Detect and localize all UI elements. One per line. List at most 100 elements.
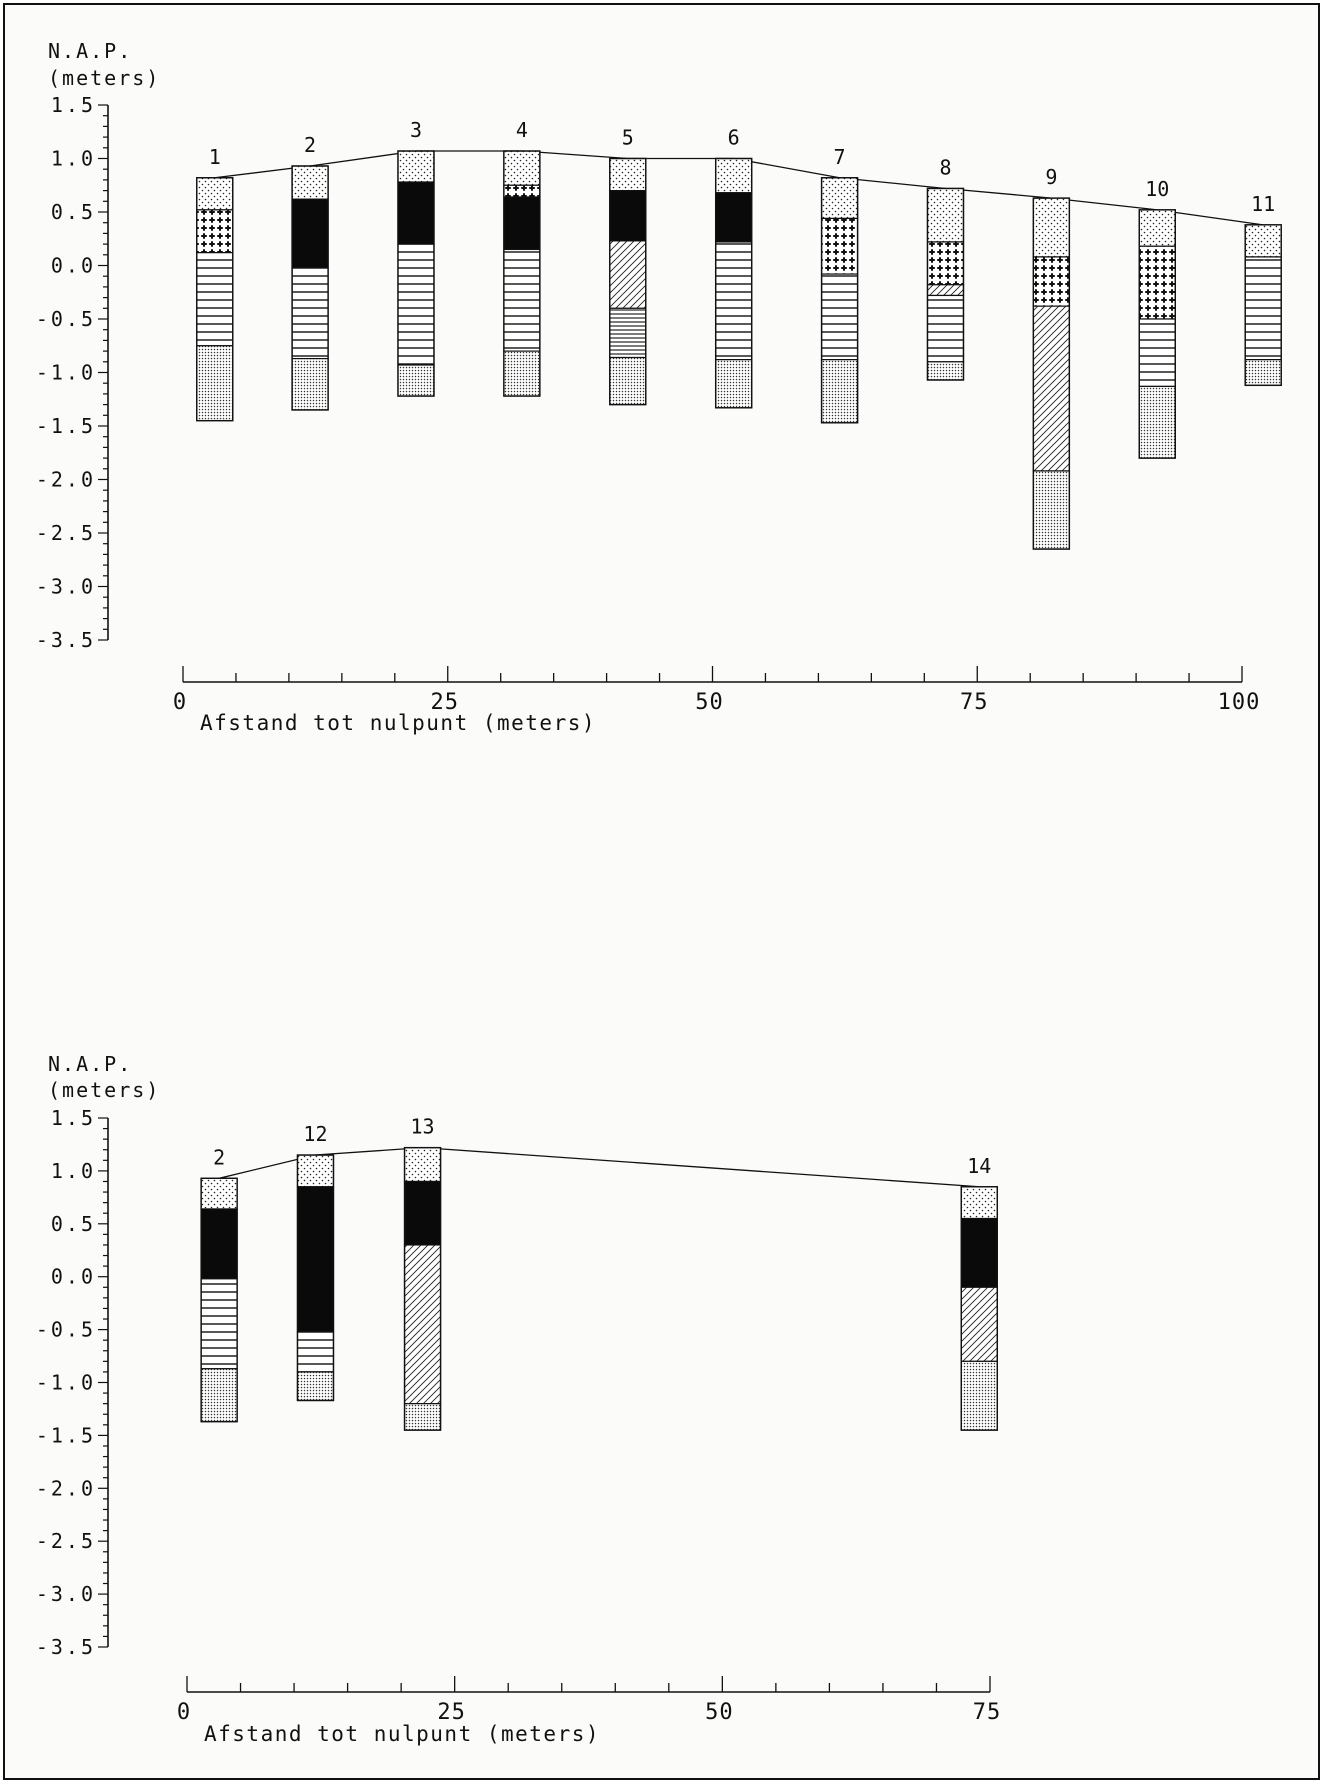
borehole-label: 6 <box>728 126 740 150</box>
layer-dots <box>200 1177 238 1210</box>
x-tick-label: 0 <box>177 1700 191 1725</box>
layer-dots <box>1244 224 1282 258</box>
borehole-2: 2 <box>291 133 329 411</box>
borehole-12: 12 <box>296 1122 335 1402</box>
x-tick-label: 75 <box>973 1700 1002 1725</box>
layer-dots <box>609 157 647 192</box>
borehole-outline <box>296 1154 335 1402</box>
y-tick-label: 1.0 <box>51 147 96 171</box>
layer-dots <box>1032 197 1070 258</box>
layer-hstripe <box>296 1331 335 1373</box>
borehole-label: 7 <box>834 145 846 169</box>
x-tick-label: 0 <box>173 690 187 715</box>
layer-black <box>403 1180 442 1246</box>
y-tick-label: -2.5 <box>36 521 96 545</box>
y-tick-label: -0.5 <box>36 1318 96 1342</box>
layer-dots <box>296 1154 335 1188</box>
y-tick-label: 0.5 <box>51 1212 96 1236</box>
y-tick-label: -3.0 <box>36 575 96 599</box>
layer-hstripe <box>1138 318 1176 388</box>
layer-dots <box>820 177 859 220</box>
borehole-label: 2 <box>213 1145 225 1169</box>
borehole-outline <box>291 165 329 411</box>
borehole-7: 7 <box>820 145 859 424</box>
x-tick-label: 75 <box>960 690 989 715</box>
borehole-10: 10 <box>1138 177 1176 459</box>
chart-profile-2: N.A.P.(meters) 1.5 1.0 0.5 0.0 -0.5 -1.0 -1.5 -2… <box>36 1052 1002 1746</box>
y-axis-label-line1: N.A.P. <box>48 1052 132 1076</box>
x-tick-label: 25 <box>437 1700 466 1725</box>
layer-dots <box>291 165 329 200</box>
borehole-6: 6 <box>714 126 753 409</box>
layer-black <box>397 181 435 245</box>
y-axis-label-line2: (meters) <box>48 66 160 90</box>
layer-diag <box>1032 305 1070 472</box>
borehole-label: 11 <box>1251 192 1275 216</box>
borehole-label: 5 <box>622 126 634 150</box>
x-tick-label: 25 <box>431 690 460 715</box>
borehole-label: 9 <box>1045 165 1057 189</box>
x-axis-label: Afstand tot nulpunt (meters) <box>204 1722 600 1746</box>
layer-dots <box>926 187 965 243</box>
layer-dots <box>403 1147 442 1183</box>
layer-dense_dots <box>1032 470 1070 550</box>
borehole-label: 4 <box>516 118 528 142</box>
borehole-5: 5 <box>609 126 647 406</box>
borehole-9: 9 <box>1032 165 1071 550</box>
borehole-outline <box>200 1177 238 1423</box>
layer-dots <box>503 150 541 186</box>
x-tick-label: 50 <box>695 690 724 715</box>
borehole-label: 12 <box>303 1122 327 1146</box>
x-axis-label: Afstand tot nulpunt (meters) <box>200 711 596 735</box>
y-tick-label: -2.5 <box>36 1529 96 1553</box>
borehole-outline <box>714 157 753 409</box>
layer-dense_dots <box>609 356 647 406</box>
y-axis-label-line2: (meters) <box>48 1078 160 1102</box>
y-tick-label: -0.5 <box>36 307 96 331</box>
layer-black <box>715 192 753 243</box>
borehole-outline <box>403 1146 442 1431</box>
y-tick-label: 1.5 <box>51 93 96 117</box>
y-tick-label: -1.0 <box>36 361 96 385</box>
layer-diag <box>609 240 647 309</box>
y-tick-label: 0.5 <box>51 200 96 224</box>
y-tick-label: -1.5 <box>36 414 96 438</box>
layer-dense_dots <box>820 359 859 424</box>
layer-dense_dots <box>926 361 965 381</box>
layer-hstripe <box>926 294 965 363</box>
y-tick-label: -1.0 <box>36 1371 96 1395</box>
y-tick-label: -3.0 <box>36 1582 96 1606</box>
layer-dense_dots <box>200 1368 238 1423</box>
layer-hstripe <box>397 243 435 366</box>
y-axis-label-line1: N.A.P. <box>48 39 132 63</box>
borehole-outline <box>609 157 647 406</box>
borehole-outline <box>1138 209 1176 459</box>
layer-dots <box>715 157 753 194</box>
borehole-13: 13 <box>403 1115 442 1431</box>
y-tick-label: -2.0 <box>36 468 96 492</box>
borehole-4: 4 <box>503 118 541 397</box>
layer-dense_dots <box>397 364 435 397</box>
borehole-label: 2 <box>304 133 316 157</box>
layer-black <box>609 190 647 242</box>
y-tick-label: 0.0 <box>51 254 96 278</box>
borehole-outline <box>820 177 859 424</box>
borehole-outline <box>960 1186 998 1431</box>
layer-diag <box>403 1244 442 1405</box>
layer-dense_hstripe <box>609 307 647 359</box>
layer-black <box>503 196 541 251</box>
layer-dots <box>960 1186 998 1220</box>
layer-dense_dots <box>196 345 234 422</box>
y-tick-label: 0.0 <box>51 1265 96 1289</box>
layer-dense_dots <box>1138 385 1176 459</box>
layer-hstripe <box>196 252 234 347</box>
layer-black <box>200 1208 238 1280</box>
layer-dense_dots <box>715 359 753 409</box>
borehole-outline <box>503 150 541 397</box>
borehole-2: 2 <box>200 1145 238 1423</box>
borehole-outline <box>1244 224 1282 387</box>
borehole-label: 10 <box>1145 177 1169 201</box>
borehole-14: 14 <box>960 1154 998 1431</box>
layer-dense_dots <box>403 1403 442 1431</box>
